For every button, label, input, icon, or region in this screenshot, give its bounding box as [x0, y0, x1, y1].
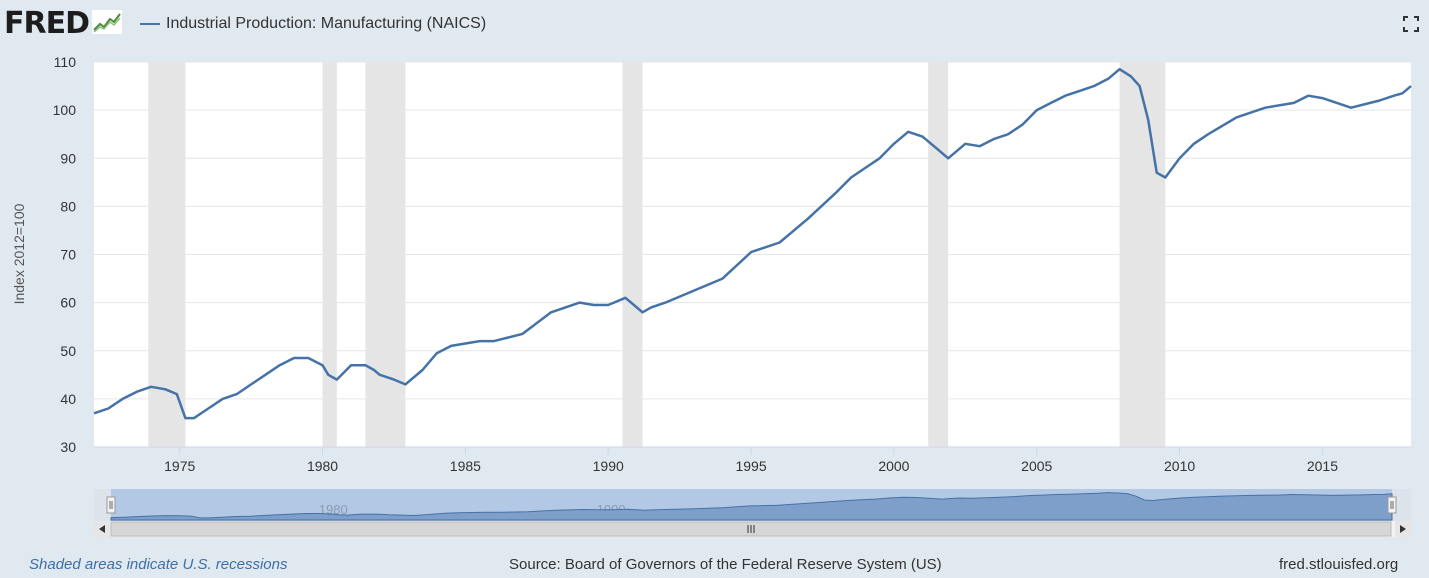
scroll-left-arrow-icon[interactable]	[94, 521, 110, 537]
navigator-series-area	[110, 492, 1393, 521]
scroll-right-arrow-icon[interactable]	[1395, 521, 1411, 537]
series-line-manufacturing	[93, 67, 1412, 420]
fullscreen-icon[interactable]	[1403, 16, 1419, 32]
navigator-year-label: 1980	[319, 502, 348, 517]
chart-legend: Industrial Production: Manufacturing (NA…	[140, 15, 486, 33]
y-tick-label: 50	[60, 343, 76, 359]
y-tick-label: 30	[60, 439, 76, 455]
y-tick-label: 80	[60, 198, 76, 214]
recessions-note-link[interactable]: Shaded areas indicate U.S. recessions	[29, 556, 288, 573]
y-axis-label: Index 2012=100	[11, 203, 27, 304]
y-tick-label: 40	[60, 391, 76, 407]
y-tick-label: 100	[53, 102, 77, 118]
legend-series-label: Industrial Production: Manufacturing (NA…	[166, 15, 487, 32]
x-tick-label: 1990	[593, 458, 624, 474]
scrollbar-grip-icon	[747, 525, 755, 533]
x-tick-label: 1975	[164, 458, 195, 474]
legend-swatch	[140, 23, 160, 25]
x-tick-label: 2015	[1307, 458, 1338, 474]
navigator-handle-left[interactable]	[106, 496, 116, 514]
fred-logo-text: FRED	[4, 6, 90, 41]
fred-logo[interactable]: FRED	[4, 6, 122, 42]
y-tick-label: 70	[60, 247, 76, 263]
x-tick-label: 2010	[1164, 458, 1195, 474]
y-tick-label: 90	[60, 150, 76, 166]
x-tick-label: 2000	[878, 458, 909, 474]
line-chart: 1975 1980 1985 1990 1995 2000 2005 2010 2015 30 4…	[11, 54, 1412, 537]
x-tick-label: 1995	[735, 458, 766, 474]
fred-chart-logo-icon	[92, 9, 122, 39]
chart-header: FRED Industrial Production: Manufacturin…	[0, 0, 1429, 50]
x-tick-label: 1980	[307, 458, 338, 474]
horizontal-scrollbar[interactable]	[94, 521, 1411, 537]
x-tick-label: 2005	[1021, 458, 1052, 474]
y-tick-label: 110	[54, 54, 77, 70]
x-tick-label: 1985	[450, 458, 481, 474]
y-tick-label: 60	[60, 295, 76, 311]
source-note: Source: Board of Governors of the Federa…	[509, 556, 942, 573]
site-link[interactable]: fred.stlouisfed.org	[1279, 556, 1399, 573]
navigator[interactable]: 1980199020002010	[94, 489, 1411, 521]
navigator-handle-right[interactable]	[1387, 496, 1397, 514]
